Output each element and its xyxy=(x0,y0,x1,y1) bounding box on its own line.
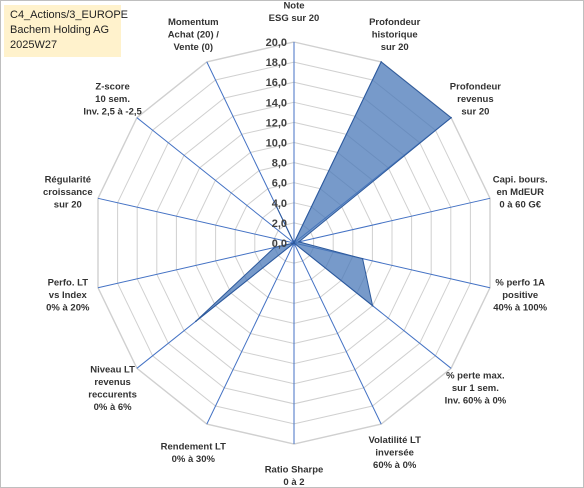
axis-label-line: sur 1 sem. xyxy=(452,383,499,394)
axis-label-line: Régularité xyxy=(45,174,91,185)
axis-label: Capi. bours. en MdEUR 0 à 60 G€ xyxy=(493,174,548,210)
tick-label: 14,0 xyxy=(266,97,287,109)
axis-label-line: vs Index xyxy=(49,290,88,301)
axis-spoke xyxy=(136,117,295,244)
axis-label-line: Niveau LT xyxy=(90,364,135,375)
axis-label: % perte max. sur 1 sem. Inv. 60% à 0% xyxy=(445,371,507,407)
axis-label-line: Achat (20) / xyxy=(168,30,220,41)
axis-label: Niveau LT revenus reccurents 0% à 6% xyxy=(88,364,137,413)
axis-label-line: Momentum xyxy=(168,17,219,28)
axis-label-line: 40% à 100% xyxy=(493,303,547,314)
tick-label: 0,0 xyxy=(272,238,287,250)
tick-label: 10,0 xyxy=(266,138,287,150)
axis-label: Régularité croissance sur 20 xyxy=(43,174,93,210)
axis-label-line: 0% à 30% xyxy=(172,454,216,465)
tick-label: 4,0 xyxy=(272,198,287,210)
axis-label: Volatilité LT inversée 60% à 0% xyxy=(368,435,421,471)
axis-label-line: Ratio Sharpe xyxy=(265,464,324,475)
data-point xyxy=(195,320,197,323)
axis-label-line: Vente (0) xyxy=(173,42,213,53)
axis-label: % perfo 1A positive 40% à 100% xyxy=(493,278,547,314)
tick-label: 18,0 xyxy=(266,57,287,69)
axis-label: Profondeur historique sur 20 xyxy=(369,17,420,53)
axis-label-line: positive xyxy=(502,290,538,301)
series-area xyxy=(195,61,452,322)
data-point xyxy=(361,257,364,260)
title-line-3: 2025W27 xyxy=(10,39,58,51)
axis-label-line: revenus xyxy=(457,94,493,105)
axis-label-line: ESG sur 20 xyxy=(269,13,320,24)
data-point xyxy=(298,241,300,243)
tick-label: 8,0 xyxy=(272,158,287,170)
data-point xyxy=(380,61,383,63)
axis-label: Profondeur revenus sur 20 xyxy=(450,81,501,117)
axis-label-line: 0% à 20% xyxy=(46,303,90,314)
axis-label-line: Note xyxy=(283,1,304,11)
tick-label: 6,0 xyxy=(272,178,287,190)
axis-label-line: Inv. 2,5 à -2,5 xyxy=(83,106,142,117)
axis-label-line: Volatilité LT xyxy=(368,435,421,446)
radar-tick-labels: 0,0 2,0 4,0 6,0 8,0 10,0 12,0 14,0 16,0 18,0 20,0 xyxy=(266,37,287,250)
tick-label: 2,0 xyxy=(272,218,287,230)
axis-label-line: 0 à 60 G€ xyxy=(499,199,541,210)
axis-label-line: Profondeur xyxy=(450,81,501,92)
axis-label: Z-score 10 sem. Inv. 2,5 à -2,5 xyxy=(83,81,142,117)
axis-label: Perfo. LT vs Index 0% à 20% xyxy=(46,278,90,314)
tick-label: 16,0 xyxy=(266,77,287,89)
axis-label-line: % perte max. xyxy=(446,371,505,382)
axis-label-line: reccurents xyxy=(88,389,137,400)
axis-label: Note ESG sur 20 xyxy=(269,1,320,24)
axis-spoke xyxy=(97,242,295,289)
axis-label: Momentum Achat (20) / Vente (0) xyxy=(168,17,220,53)
data-point xyxy=(293,242,295,244)
axis-label-line: Profondeur xyxy=(369,17,420,28)
data-point xyxy=(273,246,276,249)
axis-spoke xyxy=(97,197,295,244)
data-point xyxy=(371,304,374,307)
axis-label: Ratio Sharpe 0 à 2 xyxy=(265,464,324,487)
axis-label-line: 60% à 0% xyxy=(373,460,417,471)
axis-label-line: Rendement LT xyxy=(161,441,226,452)
axis-label-line: Perfo. LT xyxy=(48,278,89,289)
axis-label-line: 10 sem. xyxy=(95,94,130,105)
axis-label-line: inversée xyxy=(375,448,414,459)
axis-label-line: 0 à 2 xyxy=(283,477,304,487)
axis-label-line: sur 20 xyxy=(461,106,489,117)
axis-label-line: % perfo 1A xyxy=(495,278,545,289)
axis-label: Rendement LT 0% à 30% xyxy=(161,441,226,465)
axis-label-line: 0% à 6% xyxy=(94,402,133,413)
radar-axis-labels: Note ESG sur 20 Profondeur historique sur 20… xyxy=(43,1,548,487)
title-line-1: C4_Actions/3_EUROPE xyxy=(10,9,128,21)
axis-label-line: croissance xyxy=(43,187,93,198)
data-point xyxy=(450,116,452,119)
axis-spoke xyxy=(293,197,491,244)
axis-spoke xyxy=(206,242,295,425)
axis-label-line: Inv. 60% à 0% xyxy=(445,396,507,407)
axis-label-line: historique xyxy=(372,30,418,41)
axis-label-line: sur 20 xyxy=(54,199,82,210)
tick-label: 20,0 xyxy=(266,37,287,49)
axis-label-line: en MdEUR xyxy=(496,187,544,198)
title-line-2: Bachem Holding AG xyxy=(10,24,110,36)
axis-label-line: sur 20 xyxy=(381,42,409,53)
radar-series xyxy=(195,61,452,323)
axis-label-line: Capi. bours. xyxy=(493,174,548,185)
data-point xyxy=(275,206,278,208)
axis-label-line: Z-score xyxy=(95,81,129,92)
axis-label-line: revenus xyxy=(94,377,130,388)
chart-title-box: C4_Actions/3_EUROPE Bachem Holding AG 20… xyxy=(4,5,128,57)
axis-spoke xyxy=(293,242,382,425)
tick-label: 12,0 xyxy=(266,117,287,129)
